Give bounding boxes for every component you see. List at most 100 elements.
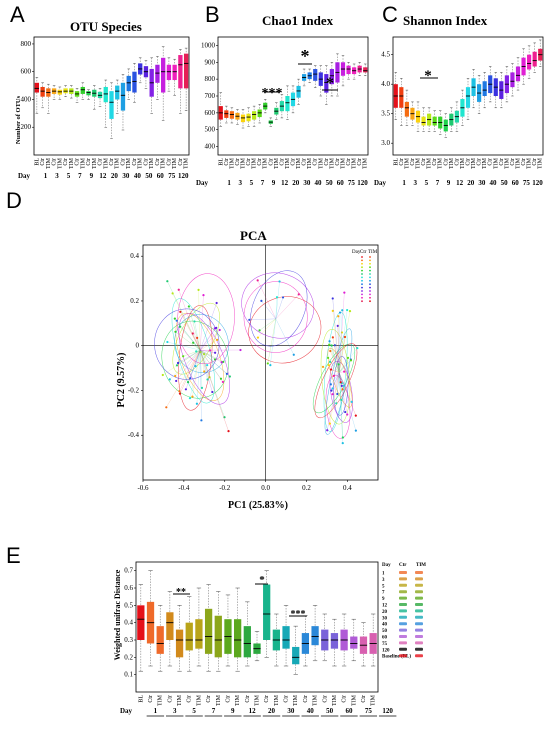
spoke-line xyxy=(200,350,208,380)
confidence-ellipse xyxy=(171,298,215,404)
scatter-point xyxy=(331,297,334,300)
scatter-point xyxy=(248,318,251,321)
box xyxy=(214,615,222,658)
legend-marker xyxy=(369,296,371,299)
spoke-line xyxy=(200,328,215,351)
legend-marker xyxy=(369,262,371,265)
significance-marker: *** xyxy=(262,86,283,101)
group-label: TIM xyxy=(252,157,258,169)
box xyxy=(432,116,437,126)
group-label: Ctr xyxy=(166,158,172,166)
spoke-line xyxy=(339,310,343,373)
scatter-point xyxy=(326,356,330,359)
group-label: TIM xyxy=(138,157,144,169)
spoke-line xyxy=(200,350,213,393)
day-tick-label: 50 xyxy=(145,172,153,180)
group-label: Ctr xyxy=(132,158,138,166)
spoke-line xyxy=(267,318,276,364)
spoke-line xyxy=(183,350,201,357)
group-label: TIM xyxy=(229,157,235,169)
significance-marker: * xyxy=(301,46,310,66)
box xyxy=(40,86,45,97)
group-label: Ctr xyxy=(155,158,161,166)
spoke-line xyxy=(162,350,201,376)
box xyxy=(161,57,166,93)
plot-frame xyxy=(392,36,544,156)
day-tick-label: 9 xyxy=(272,179,276,187)
scatter-point xyxy=(239,348,242,352)
scatter-point xyxy=(206,378,209,381)
day-tick-label: 12 xyxy=(249,707,257,715)
spoke-line xyxy=(200,295,204,351)
day-tick-label: 60 xyxy=(512,179,520,187)
day-tick-label: 75 xyxy=(523,179,531,187)
group-label: Ctr xyxy=(532,158,538,166)
legend-swatch-tim xyxy=(415,628,423,632)
box xyxy=(185,622,193,651)
group-label: Ctr xyxy=(432,158,438,166)
group-label: Ctr xyxy=(421,158,427,166)
scatter-point xyxy=(184,388,187,391)
scatter-point xyxy=(292,353,295,356)
day-tick-label: 1 xyxy=(44,172,48,180)
y-tick-label: 0.1 xyxy=(124,671,133,679)
scatter-point xyxy=(227,430,230,433)
legend-marker xyxy=(361,256,363,258)
spoke-line xyxy=(200,350,224,362)
legend-swatch-ctr xyxy=(399,590,407,594)
scatter-point xyxy=(175,319,178,322)
scatter-point xyxy=(339,381,342,384)
spoke-line xyxy=(275,281,280,319)
legend-swatch-ctr xyxy=(399,628,407,632)
scatter-point xyxy=(191,395,194,398)
spoke-line xyxy=(200,339,218,351)
day-tick-label: 30 xyxy=(303,179,311,187)
spoke-line xyxy=(332,337,340,373)
day-tick-label: 1 xyxy=(227,179,231,187)
y-tick-label: 3.0 xyxy=(381,139,390,147)
group-label: TIM xyxy=(255,694,261,706)
scatter-point xyxy=(329,368,333,371)
spoke-line xyxy=(275,297,284,319)
scatter-point xyxy=(331,309,334,313)
spoke-line xyxy=(337,372,340,395)
spoke-line xyxy=(200,350,227,374)
day-tick-label: 50 xyxy=(501,179,509,187)
group-label: TIM xyxy=(307,157,313,169)
group-label: Ctr xyxy=(357,158,363,166)
day-tick-label: 7 xyxy=(78,172,82,180)
legend-swatch-ctr xyxy=(399,603,407,606)
group-label: Ctr xyxy=(143,158,149,166)
group-label: Ctr xyxy=(40,158,46,166)
scatter-point xyxy=(179,310,182,313)
legend-swatch-ctr xyxy=(399,583,407,587)
scatter-point xyxy=(341,442,344,445)
legend-swatch-ctr xyxy=(399,577,407,581)
legend-marker xyxy=(361,279,363,282)
box xyxy=(527,54,532,70)
spoke-line xyxy=(189,350,201,399)
day-tick-label: 5 xyxy=(250,179,254,187)
y-tick-label: 600 xyxy=(205,109,216,117)
panel-letter-c: C xyxy=(382,2,398,27)
confidence-ellipse xyxy=(241,272,315,339)
day-tick-label: 7 xyxy=(212,707,216,715)
group-label: Ctr xyxy=(410,158,416,166)
scatter-point xyxy=(337,315,340,318)
panel-letter-a: A xyxy=(10,2,25,27)
spoke-line xyxy=(192,333,201,351)
confidence-ellipse xyxy=(178,305,213,411)
day-tick-label: 40 xyxy=(307,707,315,715)
group-label: TIM xyxy=(493,157,499,169)
group-label: TIM xyxy=(404,157,410,169)
spoke-line xyxy=(166,350,201,408)
chart-title-c: Shannon Index xyxy=(403,13,488,28)
legend-swatch-ctr xyxy=(399,641,407,645)
spoke-line xyxy=(192,350,201,397)
spoke-line xyxy=(200,350,205,372)
group-label: TIM xyxy=(46,157,52,169)
group-label: TIM xyxy=(126,157,132,169)
scatter-point xyxy=(258,329,261,332)
spoke-line xyxy=(339,310,348,373)
box xyxy=(183,53,189,89)
